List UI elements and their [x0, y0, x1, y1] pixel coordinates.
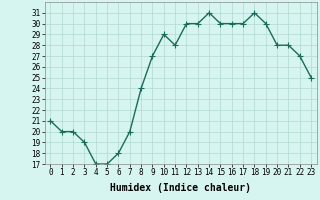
X-axis label: Humidex (Indice chaleur): Humidex (Indice chaleur) [110, 183, 251, 193]
